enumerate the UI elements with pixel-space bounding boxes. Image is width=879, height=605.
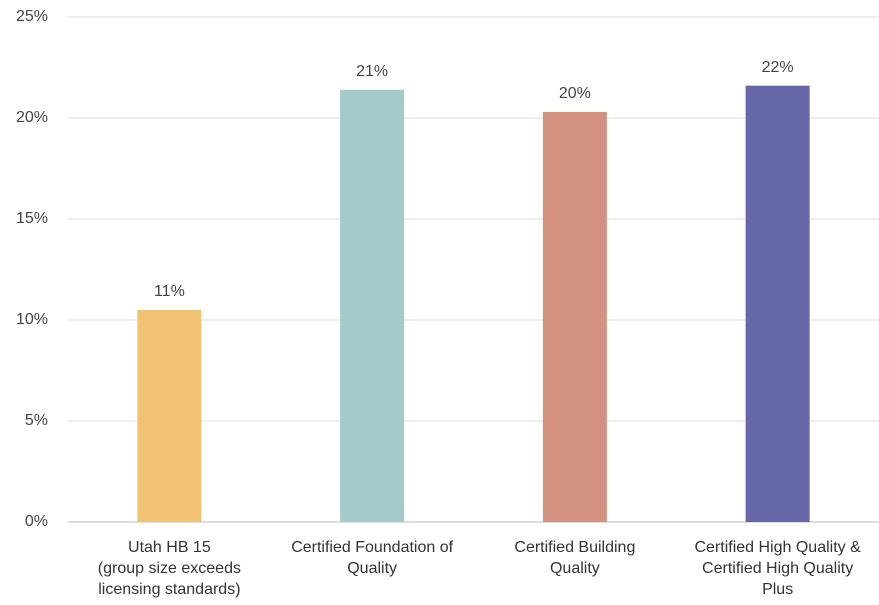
value-label: 20% (559, 85, 591, 102)
y-tick-label: 0% (25, 513, 48, 530)
value-label: 21% (356, 63, 388, 80)
y-tick-label: 20% (16, 109, 48, 126)
x-tick-label: Certified High Quality & Certified High … (694, 539, 861, 598)
bar (542, 111, 607, 522)
y-tick-label: 25% (16, 8, 48, 25)
value-label: 11% (154, 283, 185, 300)
x-tick-label: Certified Foundation of Quality (291, 539, 454, 577)
x-tick-label: Certified Building Quality (514, 539, 636, 577)
x-tick-label: Utah HB 15 (group size exceeds licensing… (97, 539, 241, 598)
bar (745, 85, 810, 523)
bar (340, 89, 405, 522)
value-label: 22% (762, 59, 794, 76)
y-tick-label: 10% (16, 311, 48, 328)
bar (137, 309, 202, 522)
y-tick-label: 15% (16, 210, 48, 227)
y-tick-label: 5% (25, 412, 48, 429)
